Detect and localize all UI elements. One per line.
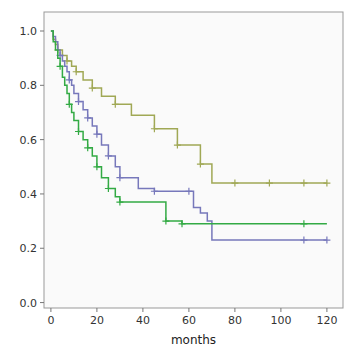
censor-marker <box>112 101 119 108</box>
chart: 0 20 40 60 80 100 120 0.0 0.2 0.4 0.6 0.8 1.0 months <box>0 0 355 352</box>
x-tick-label: 100 <box>270 314 291 327</box>
x-tick <box>234 308 235 312</box>
y-tick <box>40 302 44 303</box>
censor-marker <box>300 220 307 227</box>
censor-marker <box>75 128 82 135</box>
x-tick-label: 120 <box>316 314 337 327</box>
censor-marker <box>93 163 100 170</box>
censor-marker <box>300 237 307 244</box>
x-tick <box>188 308 189 312</box>
censor-marker <box>185 188 192 195</box>
y-tick <box>40 193 44 194</box>
y-tick <box>40 31 44 32</box>
censor-marker <box>93 131 100 138</box>
x-tick <box>50 308 51 312</box>
censor-marker <box>73 68 80 75</box>
censor-marker <box>66 76 73 83</box>
x-tick <box>326 308 327 312</box>
x-tick-label: 80 <box>228 314 242 327</box>
y-tick <box>40 139 44 140</box>
censor-marker <box>84 144 91 151</box>
censor-marker <box>162 218 169 225</box>
step-line <box>51 31 327 224</box>
y-tick-label: 0.8 <box>20 79 38 92</box>
censor-marker <box>323 180 330 187</box>
censor-marker <box>105 152 112 159</box>
x-tick <box>142 308 143 312</box>
censor-marker <box>323 237 330 244</box>
plot-area <box>51 31 331 244</box>
y-tick-label: 0.6 <box>20 134 38 147</box>
censor-marker <box>84 114 91 121</box>
step-line <box>51 31 327 183</box>
y-tick-label: 0.4 <box>20 188 38 201</box>
y-tick-label: 0.2 <box>20 242 38 255</box>
censor-marker <box>105 185 112 192</box>
y-tick <box>40 248 44 249</box>
censor-marker <box>174 142 181 149</box>
censor-marker <box>89 85 96 92</box>
x-tick-label: 60 <box>182 314 196 327</box>
censor-marker <box>179 220 186 227</box>
censor-marker <box>66 101 73 108</box>
x-tick <box>280 308 281 312</box>
x-tick-label: 0 <box>47 314 54 327</box>
censor-marker <box>151 125 158 132</box>
censor-marker <box>300 180 307 187</box>
censor-marker <box>197 161 204 168</box>
x-axis-label: months <box>171 333 216 347</box>
x-tick-label: 40 <box>136 314 150 327</box>
censor-marker <box>116 174 123 181</box>
censor-marker <box>231 180 238 187</box>
x-tick-label: 20 <box>90 314 104 327</box>
y-tick <box>40 85 44 86</box>
x-tick <box>96 308 97 312</box>
censor-marker <box>116 199 123 206</box>
censor-marker <box>266 180 273 187</box>
plot-frame <box>44 12 343 308</box>
censor-marker <box>57 63 64 70</box>
censor-marker <box>151 188 158 195</box>
y-tick-label: 1.0 <box>20 25 38 38</box>
censor-marker <box>75 98 82 105</box>
step-line <box>51 31 327 240</box>
y-tick-label: 0.0 <box>20 297 38 310</box>
